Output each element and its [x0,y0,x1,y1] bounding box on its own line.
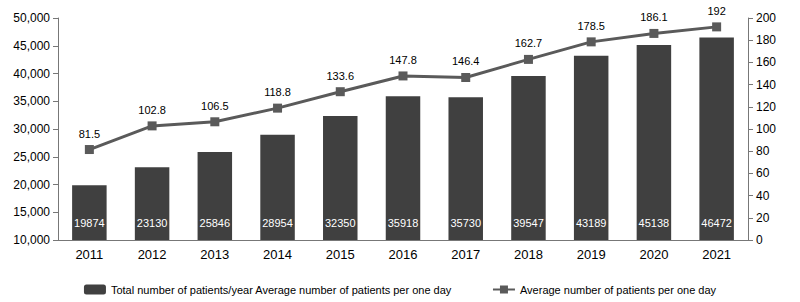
svg-text:25846: 25846 [200,217,231,229]
svg-text:0: 0 [756,233,763,247]
svg-text:2011: 2011 [75,247,103,262]
svg-text:106.5: 106.5 [201,100,229,112]
svg-text:2021: 2021 [702,247,731,262]
svg-text:2017: 2017 [451,247,480,262]
svg-text:133.6: 133.6 [327,70,355,82]
svg-text:23130: 23130 [137,217,168,229]
svg-text:147.8: 147.8 [389,54,417,66]
svg-text:Average number of patients per: Average number of patients per one day [520,284,717,296]
svg-text:35918: 35918 [388,217,419,229]
svg-text:35,000: 35,000 [13,94,50,108]
svg-text:50,000: 50,000 [13,11,50,25]
svg-text:46472: 46472 [701,217,732,229]
svg-text:2015: 2015 [326,247,355,262]
svg-text:10,000: 10,000 [13,233,50,247]
svg-text:43189: 43189 [576,217,607,229]
svg-text:180: 180 [756,33,776,47]
svg-text:100: 100 [756,122,776,136]
svg-text:2018: 2018 [514,247,543,262]
svg-text:19874: 19874 [74,217,105,229]
svg-text:118.8: 118.8 [264,86,291,98]
svg-text:39547: 39547 [513,217,544,229]
svg-text:40: 40 [756,189,770,203]
svg-text:15,000: 15,000 [13,205,50,219]
svg-text:2020: 2020 [639,247,668,262]
svg-text:200: 200 [756,11,776,25]
svg-text:20,000: 20,000 [13,178,50,192]
svg-text:40,000: 40,000 [13,67,50,81]
svg-text:178.5: 178.5 [577,20,605,32]
svg-text:30,000: 30,000 [13,122,50,136]
svg-text:80: 80 [756,144,770,158]
svg-text:162.7: 162.7 [515,37,543,49]
svg-text:20: 20 [756,211,770,225]
svg-text:120: 120 [756,100,776,114]
svg-text:140: 140 [756,78,776,92]
svg-text:25,000: 25,000 [13,150,50,164]
svg-text:Total number of patients/year: Total number of patients/year Average nu… [111,284,452,296]
svg-text:160: 160 [756,55,776,69]
svg-text:186.1: 186.1 [640,11,668,23]
svg-text:2012: 2012 [138,247,167,262]
svg-text:45,000: 45,000 [13,39,50,53]
svg-text:192: 192 [707,5,725,17]
svg-text:35730: 35730 [450,217,481,229]
svg-text:45138: 45138 [639,217,670,229]
svg-text:60: 60 [756,166,770,180]
svg-text:28954: 28954 [262,217,293,229]
svg-text:32350: 32350 [325,217,356,229]
svg-text:2013: 2013 [200,247,229,262]
svg-text:2014: 2014 [263,247,292,262]
svg-text:102.8: 102.8 [138,104,166,116]
svg-text:146.4: 146.4 [452,55,480,67]
svg-text:2016: 2016 [389,247,418,262]
svg-text:2019: 2019 [577,247,606,262]
svg-text:81.5: 81.5 [79,128,100,140]
